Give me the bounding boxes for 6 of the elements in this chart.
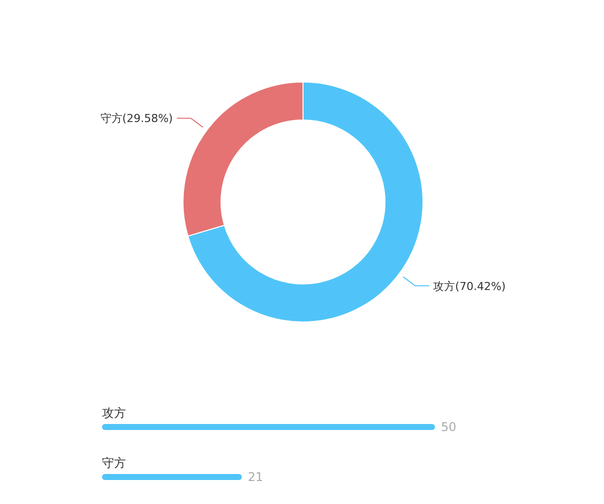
slice-label: 攻方(70.42%) [433,280,506,293]
slice-label: 守方(29.58%) [100,112,173,126]
data-label: 21 [248,470,264,484]
y-tick-label: 攻方 [102,406,126,420]
y-tick-label: 守方 [102,456,126,470]
data-label: 50 [441,420,456,434]
